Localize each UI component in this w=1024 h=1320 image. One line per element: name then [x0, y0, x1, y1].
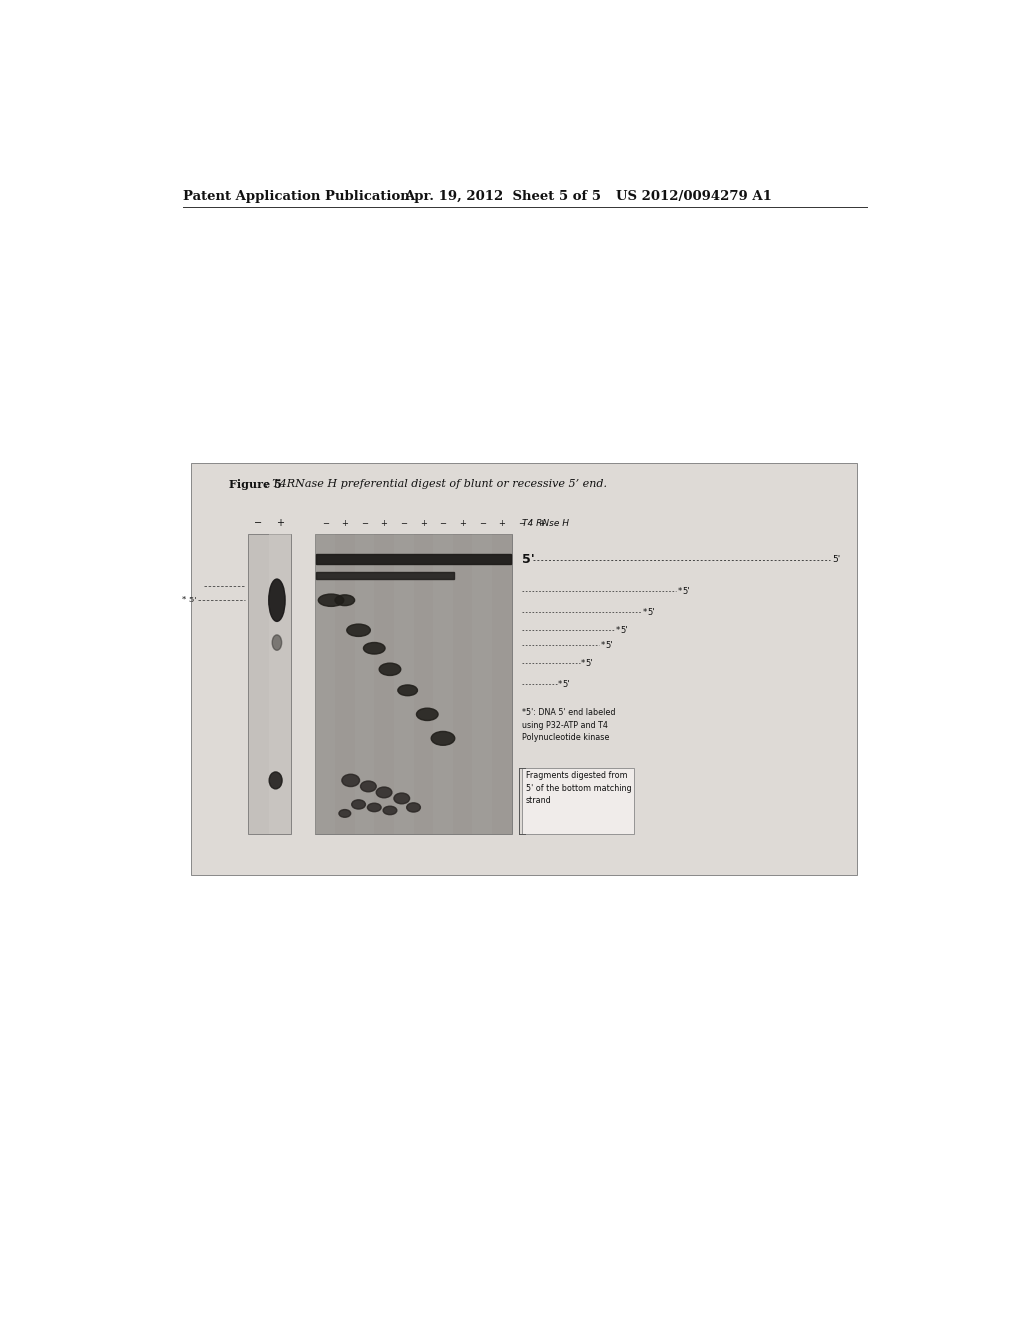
- Text: *5': DNA 5' end labeled
using P32-ATP and T4
Polynucleotide kinase: *5': DNA 5' end labeled using P32-ATP an…: [522, 709, 616, 742]
- Text: *: *: [677, 586, 682, 595]
- Text: 5': 5': [605, 640, 612, 649]
- Text: : T4RNase H preferential digest of blunt or recessive 5’ end.: : T4RNase H preferential digest of blunt…: [264, 479, 606, 490]
- Ellipse shape: [360, 781, 376, 792]
- Text: 5': 5': [586, 659, 593, 668]
- Text: −: −: [254, 517, 262, 528]
- Text: 5': 5': [621, 626, 628, 635]
- Bar: [433, 535, 453, 834]
- Text: US 2012/0094279 A1: US 2012/0094279 A1: [615, 190, 771, 203]
- Text: * 5': * 5': [182, 597, 197, 605]
- Bar: [354, 535, 374, 834]
- Bar: [316, 572, 454, 579]
- Bar: [522, 768, 634, 834]
- Text: *: *: [558, 680, 562, 689]
- Bar: [453, 535, 472, 834]
- Text: +: +: [420, 519, 427, 528]
- Bar: [394, 535, 414, 834]
- Bar: [316, 554, 511, 564]
- Ellipse shape: [398, 685, 418, 696]
- Text: Apr. 19, 2012  Sheet 5 of 5: Apr. 19, 2012 Sheet 5 of 5: [403, 190, 601, 203]
- Text: −: −: [400, 519, 408, 528]
- Ellipse shape: [347, 624, 371, 636]
- Text: −: −: [518, 519, 525, 528]
- Text: 5': 5': [522, 553, 536, 566]
- Text: Figure 5: Figure 5: [229, 479, 282, 490]
- Text: 5': 5': [562, 680, 570, 689]
- Text: T4 RNse H: T4 RNse H: [522, 519, 569, 528]
- Bar: [269, 535, 291, 834]
- Text: +: +: [381, 519, 387, 528]
- Text: −: −: [322, 519, 329, 528]
- Text: Fragments digested from
5' of the bottom matching
strand: Fragments digested from 5' of the bottom…: [525, 771, 631, 805]
- Ellipse shape: [417, 709, 438, 721]
- Ellipse shape: [335, 595, 354, 606]
- Ellipse shape: [407, 803, 421, 812]
- Ellipse shape: [431, 731, 455, 746]
- Ellipse shape: [268, 579, 285, 622]
- Text: +: +: [459, 519, 466, 528]
- Ellipse shape: [394, 793, 410, 804]
- Text: *: *: [600, 640, 604, 649]
- Text: 5': 5': [833, 556, 841, 564]
- Ellipse shape: [368, 803, 381, 812]
- Ellipse shape: [351, 800, 366, 809]
- Ellipse shape: [364, 643, 385, 653]
- Bar: [493, 535, 512, 834]
- Bar: [248, 535, 291, 834]
- Bar: [335, 535, 354, 834]
- Text: *: *: [581, 659, 586, 668]
- Bar: [315, 535, 335, 834]
- Ellipse shape: [339, 809, 350, 817]
- Bar: [374, 535, 394, 834]
- Text: +: +: [538, 519, 545, 528]
- Ellipse shape: [272, 635, 282, 651]
- Ellipse shape: [376, 787, 392, 797]
- Ellipse shape: [318, 594, 344, 606]
- Ellipse shape: [379, 663, 400, 676]
- Text: +: +: [341, 519, 348, 528]
- Ellipse shape: [269, 772, 282, 789]
- Text: +: +: [275, 517, 284, 528]
- Ellipse shape: [383, 807, 397, 814]
- Text: *: *: [643, 607, 647, 616]
- Text: −: −: [360, 519, 368, 528]
- Bar: [190, 462, 857, 875]
- Text: 5': 5': [647, 607, 654, 616]
- Text: *: *: [615, 626, 620, 635]
- Text: 5': 5': [682, 586, 689, 595]
- Ellipse shape: [342, 775, 359, 787]
- Text: −: −: [479, 519, 485, 528]
- Bar: [472, 535, 493, 834]
- Text: −: −: [439, 519, 446, 528]
- Text: Patent Application Publication: Patent Application Publication: [183, 190, 410, 203]
- Text: +: +: [499, 519, 505, 528]
- Bar: [315, 535, 512, 834]
- Bar: [414, 535, 433, 834]
